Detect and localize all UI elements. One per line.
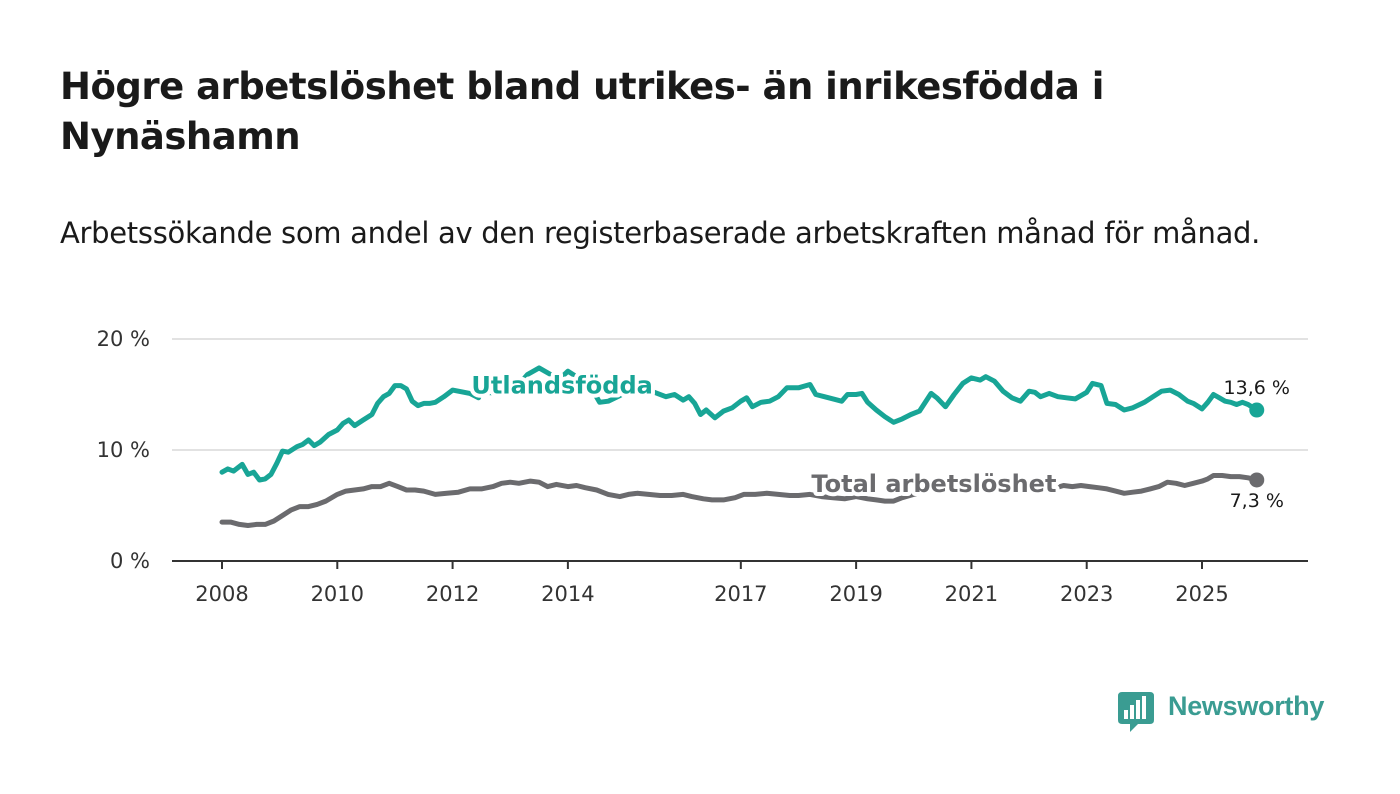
x-tick-label: 2008 xyxy=(195,582,248,606)
bar-chart-badge-icon xyxy=(1118,692,1154,732)
y-tick-label: 0 % xyxy=(110,549,150,573)
x-tick-label: 2021 xyxy=(945,582,998,606)
label-layer: Utlandsfödda Total arbetslöshet 13,6 % 7,3 … xyxy=(467,367,1290,512)
x-axis: 2008 2010 2012 2014 2017 2019 2021 2023 2025 xyxy=(195,561,1229,606)
x-tick-label: 2025 xyxy=(1175,582,1228,606)
y-tick-label: 20 % xyxy=(97,327,150,351)
x-tick-label: 2017 xyxy=(714,582,767,606)
newsworthy-logo[interactable]: Newsworthy xyxy=(1118,688,1348,738)
end-value-label: 13,6 % xyxy=(1224,377,1290,399)
x-tick-label: 2019 xyxy=(829,582,882,606)
y-axis: 0 % 10 % 20 % xyxy=(97,327,150,573)
series-line-total xyxy=(219,473,1260,528)
x-tick-label: 2014 xyxy=(541,582,594,606)
series-line-utlandsfodda xyxy=(219,365,1260,483)
x-tick-label: 2023 xyxy=(1060,582,1113,606)
series-end-point xyxy=(1249,472,1265,488)
series-layer xyxy=(219,365,1265,528)
chart-subtitle: Arbetssökande som andel av den registerb… xyxy=(60,216,1261,250)
y-tick-label: 10 % xyxy=(97,438,150,462)
x-tick-label: 2012 xyxy=(426,582,479,606)
series-end-point xyxy=(1249,402,1265,418)
series-label-total: Total arbetslöshet xyxy=(811,470,1056,498)
end-value-label: 7,3 % xyxy=(1230,490,1284,512)
series-label-utlandsfodda: Utlandsfödda xyxy=(471,371,652,399)
brand-name: Newsworthy xyxy=(1168,691,1325,721)
chart-title: Högre arbetslöshet bland utrikes- än inr… xyxy=(60,65,1104,158)
gridlines xyxy=(172,338,1308,562)
x-tick-label: 2010 xyxy=(311,582,364,606)
